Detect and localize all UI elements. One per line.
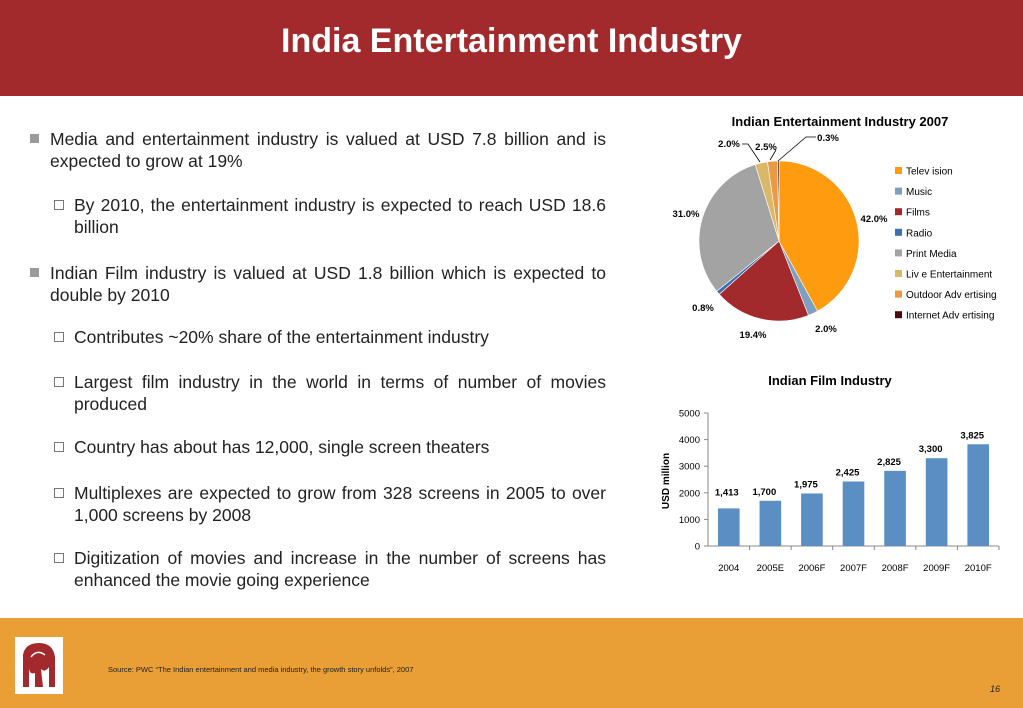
pie-slice	[778, 160, 860, 312]
bullet-hollow-square-icon	[54, 442, 64, 452]
y-tick-label: 1000	[679, 515, 700, 526]
legend-swatch	[895, 228, 902, 236]
legend-label: Outdoor Adv ertising	[906, 290, 997, 301]
bullet-text: Digitization of movies and increase in t…	[74, 548, 606, 590]
bullet-hollow-square-icon	[54, 377, 64, 387]
legend-swatch	[895, 167, 902, 174]
x-tick-label: 2009F	[923, 563, 950, 574]
pie-value-label: 2.0%	[718, 139, 740, 150]
x-tick-label: 2007F	[840, 563, 867, 574]
bullet-hollow-square-icon	[54, 488, 64, 498]
bullet-text: Multiplexes are expected to grow from 32…	[74, 483, 606, 525]
bar-chart-title: Indian Film Industry	[768, 373, 892, 388]
slide-title: India Entertainment Industry	[281, 22, 742, 60]
bar-value-label: 1,975	[794, 479, 818, 490]
bar-value-label: 2,425	[836, 467, 860, 478]
pie-value-label: 0.3%	[817, 133, 839, 144]
x-tick-label: 2010F	[965, 563, 992, 574]
bar-value-label: 1,413	[715, 487, 739, 498]
bullet-text: Indian Film industry is valued at USD 1.…	[50, 263, 606, 305]
bullet-text: Largest film industry in the world in te…	[74, 372, 606, 414]
y-tick-label: 0	[695, 542, 700, 553]
legend-label: Music	[906, 187, 932, 198]
leader-line	[769, 149, 777, 161]
bar-value-label: 2,825	[877, 457, 901, 468]
pie-value-label: 2.0%	[815, 324, 837, 335]
bar	[967, 444, 990, 546]
legend-label: Films	[906, 208, 930, 219]
pie-chart: Indian Entertainment Industry 2007 42.0%…	[673, 114, 997, 341]
bar	[801, 493, 823, 546]
legend-swatch	[895, 187, 902, 195]
bullet-hollow-square-icon	[54, 553, 64, 563]
bar	[717, 508, 740, 546]
bar	[925, 458, 948, 546]
pie-value-label: 31.0%	[673, 209, 700, 220]
x-tick-label: 2004	[718, 563, 739, 574]
page-number: 16	[989, 684, 1000, 694]
y-tick-label: 3000	[679, 462, 700, 473]
pie-value-label: 2.5%	[755, 142, 777, 153]
pie-slice	[718, 240, 809, 322]
legend-swatch	[895, 208, 902, 216]
title-banner	[0, 0, 1023, 96]
x-tick-label: 2005E	[757, 563, 784, 574]
x-tick-label: 2008F	[882, 563, 909, 574]
bar	[842, 481, 865, 546]
pie-value-label: 0.8%	[692, 303, 714, 314]
footer-bar	[0, 618, 1023, 708]
bullet-hollow-square-icon	[54, 332, 64, 342]
bar-value-label: 3,300	[919, 444, 943, 455]
x-tick-label: 2006F	[798, 563, 825, 574]
bar-value-label: 1,700	[752, 487, 776, 498]
y-axis-label: USD million	[661, 453, 672, 509]
pie-value-label: 19.4%	[740, 330, 767, 341]
legend-label: Radio	[906, 228, 933, 239]
pie-value-label: 42.0%	[861, 214, 888, 225]
legend-swatch	[895, 249, 902, 257]
leader-line	[777, 136, 816, 162]
bullet-text: Country has about has 12,000, single scr…	[74, 437, 490, 457]
bullet-text: Media and entertainment industry is valu…	[50, 129, 606, 171]
bar	[884, 470, 906, 546]
legend-label: Print Media	[906, 249, 957, 260]
bullet-square-icon	[30, 134, 39, 143]
pie-chart-title: Indian Entertainment Industry 2007	[732, 114, 949, 129]
legend-label: Telev ision	[906, 167, 953, 178]
elephant-logo-icon	[15, 637, 63, 694]
legend-swatch	[895, 290, 902, 298]
bullet-text: Contributes ~20% share of the entertainm…	[74, 327, 489, 347]
y-tick-label: 4000	[679, 435, 700, 446]
bullet-hollow-square-icon	[54, 200, 64, 210]
y-tick-label: 2000	[679, 488, 700, 499]
leader-line	[742, 143, 761, 163]
source-citation: Source: PWC “The Indian entertainment an…	[108, 665, 414, 674]
y-tick-label: 5000	[679, 409, 700, 420]
legend-swatch	[895, 270, 902, 277]
legend-label: Internet Adv ertising	[906, 311, 994, 322]
legend-swatch	[895, 311, 902, 319]
pie-slice	[698, 164, 780, 292]
bar-value-label: 3,825	[960, 430, 984, 441]
bullet-square-icon	[30, 268, 39, 277]
bullet-text: By 2010, the entertainment industry is e…	[74, 195, 606, 237]
legend-label: Liv e Entertainment	[906, 270, 992, 281]
bar-chart: Indian Film Industry USD million 0 1000 20…	[661, 373, 1000, 574]
bar	[759, 500, 782, 546]
